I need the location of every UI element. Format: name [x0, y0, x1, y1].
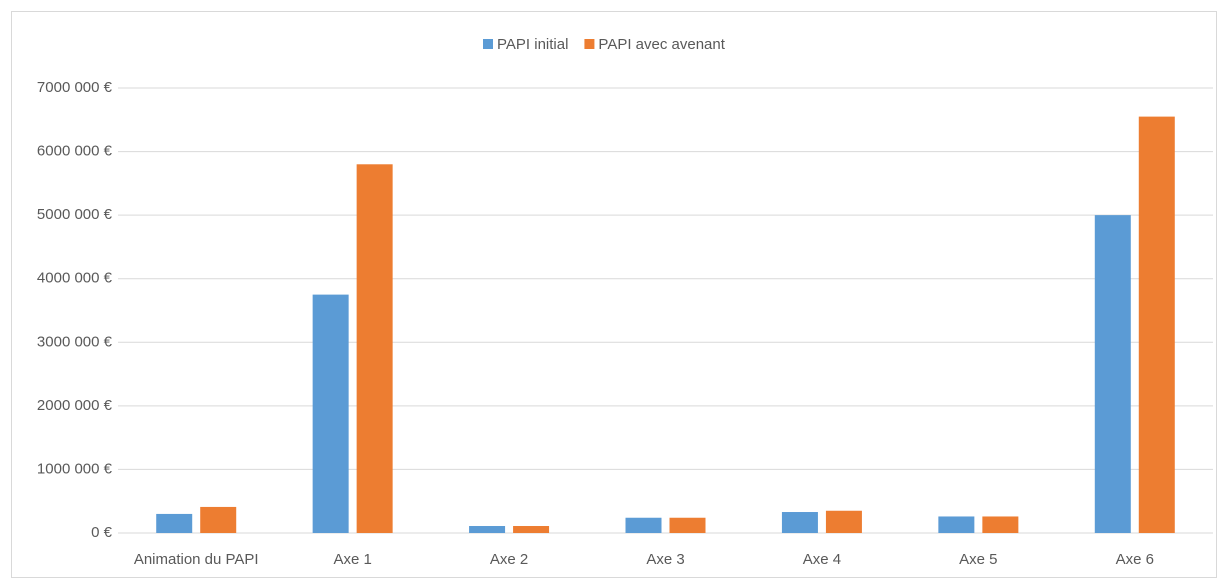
y-tick-label: 2000 000 € — [37, 397, 113, 414]
bar — [938, 516, 975, 533]
x-tick-label: Axe 4 — [803, 551, 841, 568]
bar — [1094, 215, 1131, 533]
bar — [469, 526, 506, 533]
y-tick-label: 0 € — [91, 524, 113, 541]
legend-swatch — [584, 39, 595, 49]
y-tick-label: 5000 000 € — [37, 206, 113, 223]
bar — [625, 517, 662, 533]
legend-label: PAPI avec avenant — [598, 36, 725, 53]
bar — [825, 510, 862, 533]
x-tick-label: Axe 2 — [490, 551, 528, 568]
bar — [200, 506, 237, 533]
bar — [669, 517, 706, 533]
y-tick-label: 1000 000 € — [37, 460, 113, 477]
x-tick-label: Axe 6 — [1116, 551, 1154, 568]
bar — [356, 164, 393, 534]
bar — [156, 513, 193, 533]
legend-swatch — [483, 39, 493, 49]
x-tick-label: Axe 5 — [959, 551, 997, 568]
bar — [1138, 116, 1175, 533]
legend-label: PAPI initial — [497, 36, 568, 53]
bar — [982, 516, 1019, 533]
chart-frame — [11, 11, 1217, 578]
x-tick-label: Animation du PAPI — [134, 551, 259, 568]
x-tick-label: Axe 1 — [333, 551, 371, 568]
y-tick-label: 3000 000 € — [37, 333, 113, 350]
bar — [312, 294, 349, 533]
x-tick-label: Axe 3 — [646, 551, 684, 568]
bar — [781, 512, 818, 533]
y-tick-label: 7000 000 € — [37, 79, 113, 96]
y-tick-label: 6000 000 € — [37, 143, 113, 160]
bar — [513, 526, 550, 533]
y-tick-label: 4000 000 € — [37, 270, 113, 287]
